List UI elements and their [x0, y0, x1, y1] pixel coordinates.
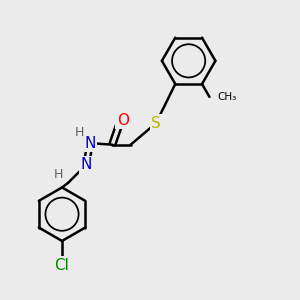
- Text: Cl: Cl: [55, 258, 70, 273]
- Text: CH₃: CH₃: [218, 92, 237, 102]
- Text: S: S: [151, 116, 161, 131]
- Text: N: N: [81, 157, 92, 172]
- Text: O: O: [117, 113, 129, 128]
- Text: H: H: [54, 168, 63, 181]
- Text: H: H: [75, 126, 84, 139]
- Text: N: N: [84, 136, 96, 151]
